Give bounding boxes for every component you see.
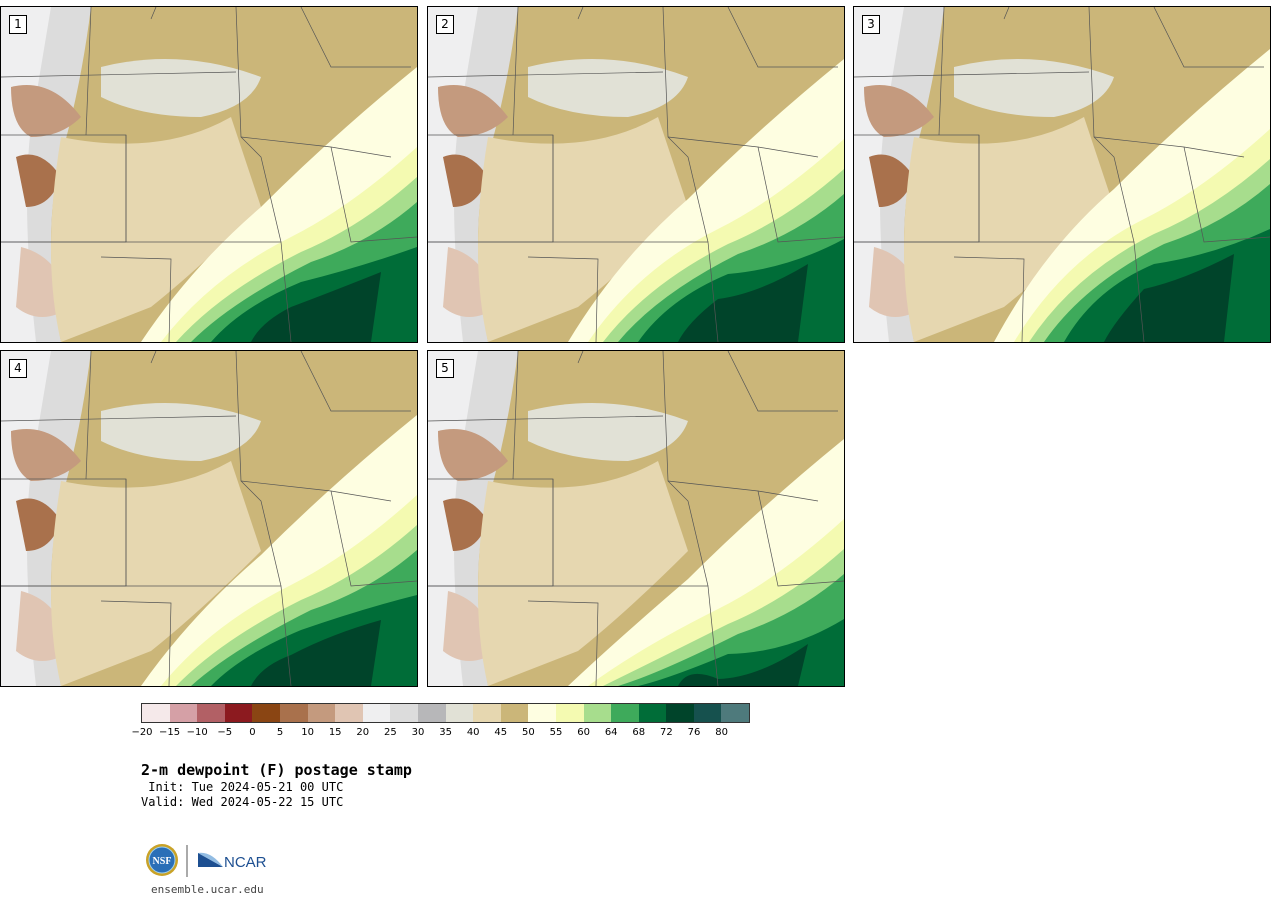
panel-number-label: 4 — [9, 359, 27, 378]
colorbar-tick-label: 5 — [276, 727, 284, 738]
nsf-logo-text: NSF — [153, 856, 172, 867]
dewpoint-map-4 — [1, 351, 417, 686]
footer-url: ensemble.ucar.edu — [151, 883, 264, 896]
colorbar-tick-label: 0 — [249, 727, 256, 738]
colorbar-tick-label: 35 — [439, 727, 452, 738]
ensemble-member-panel-2[interactable]: 2 — [427, 6, 845, 343]
colorbar-tick-label: 10 — [301, 727, 314, 738]
dewpoint-map-1 — [1, 7, 417, 342]
colorbar-swatch — [390, 704, 418, 722]
dewpoint-map-3 — [854, 7, 1270, 342]
colorbar-swatch — [528, 704, 556, 722]
colorbar-swatch — [611, 704, 639, 722]
colorbar-swatch — [279, 704, 308, 722]
colorbar-tick-label: 68 — [632, 727, 646, 738]
colorbar-swatch — [473, 704, 501, 722]
sponsor-logos: NSF NCAR — [145, 843, 275, 879]
colorbar-tick-label: −5 — [217, 727, 233, 738]
colorbar-tick-label: −20 — [131, 727, 153, 738]
state-borders — [1, 7, 417, 342]
figure-title: 2-m dewpoint (F) postage stamp — [141, 761, 412, 779]
colorbar-tick-label: 55 — [549, 727, 563, 738]
panel-number-label: 3 — [862, 15, 880, 34]
colorbar-swatch — [693, 704, 722, 722]
colorbar-swatch — [362, 704, 391, 722]
colorbar-swatch — [417, 704, 446, 722]
colorbar-swatch — [224, 704, 253, 722]
colorbar-swatch — [169, 704, 198, 722]
colorbar-tick-labels: −20 −15 −10 −5 0 5 10 15 20 25 30 35 40 45 50 55 60 64 68 7… — [0, 727, 800, 743]
state-borders — [428, 351, 844, 686]
ncar-logo-icon: NCAR — [198, 852, 267, 871]
colorbar-swatch — [252, 704, 280, 722]
panel-number-label: 2 — [436, 15, 454, 34]
colorbar-tick-label: 25 — [384, 727, 397, 738]
ensemble-member-panel-5[interactable]: 5 — [427, 350, 845, 687]
colorbar-swatch — [142, 704, 170, 722]
colorbar-swatch — [500, 704, 529, 722]
colorbar-swatch — [666, 704, 694, 722]
colorbar-tick-label: 80 — [715, 727, 728, 738]
dewpoint-map-2 — [428, 7, 844, 342]
state-borders — [854, 7, 1270, 342]
colorbar-tick-label: 72 — [660, 727, 673, 738]
colorbar-swatch — [555, 704, 584, 722]
colorbar-tick-label: 50 — [522, 727, 535, 738]
colorbar-tick-label: −15 — [159, 727, 181, 738]
panel-number-label: 1 — [9, 15, 27, 34]
colorbar-swatch — [197, 704, 225, 722]
colorbar-swatch — [307, 704, 336, 722]
dewpoint-map-5 — [428, 351, 844, 686]
valid-time: Valid: Wed 2024-05-22 15 UTC — [141, 795, 344, 809]
init-time: Init: Tue 2024-05-21 00 UTC — [141, 780, 344, 794]
colorbar-tick-label: 60 — [577, 727, 590, 738]
colorbar-tick-label: 30 — [411, 727, 425, 738]
ensemble-member-panel-3[interactable]: 3 — [853, 6, 1271, 343]
ensemble-member-panel-1[interactable]: 1 — [0, 6, 418, 343]
state-borders — [1, 351, 417, 686]
colorbar-tick-label: 40 — [466, 727, 480, 738]
state-borders — [428, 7, 844, 342]
colorbar-tick-label: 76 — [687, 727, 701, 738]
dewpoint-colorbar — [141, 703, 751, 723]
colorbar-swatch — [583, 704, 612, 722]
ncar-logo-text: NCAR — [224, 854, 267, 871]
colorbar-tick-label: −10 — [186, 727, 208, 738]
colorbar-tick-label: 20 — [356, 727, 370, 738]
colorbar-swatch — [335, 704, 363, 722]
colorbar-swatch — [638, 704, 667, 722]
colorbar-tick-label: 64 — [604, 727, 618, 738]
nsf-logo-icon: NSF — [146, 844, 178, 876]
ensemble-member-panel-4[interactable]: 4 — [0, 350, 418, 687]
colorbar-tick-label: 15 — [328, 727, 342, 738]
colorbar-swatch — [445, 704, 474, 722]
panel-number-label: 5 — [436, 359, 454, 378]
colorbar-swatch — [721, 704, 750, 722]
colorbar-tick-label: 45 — [494, 727, 508, 738]
